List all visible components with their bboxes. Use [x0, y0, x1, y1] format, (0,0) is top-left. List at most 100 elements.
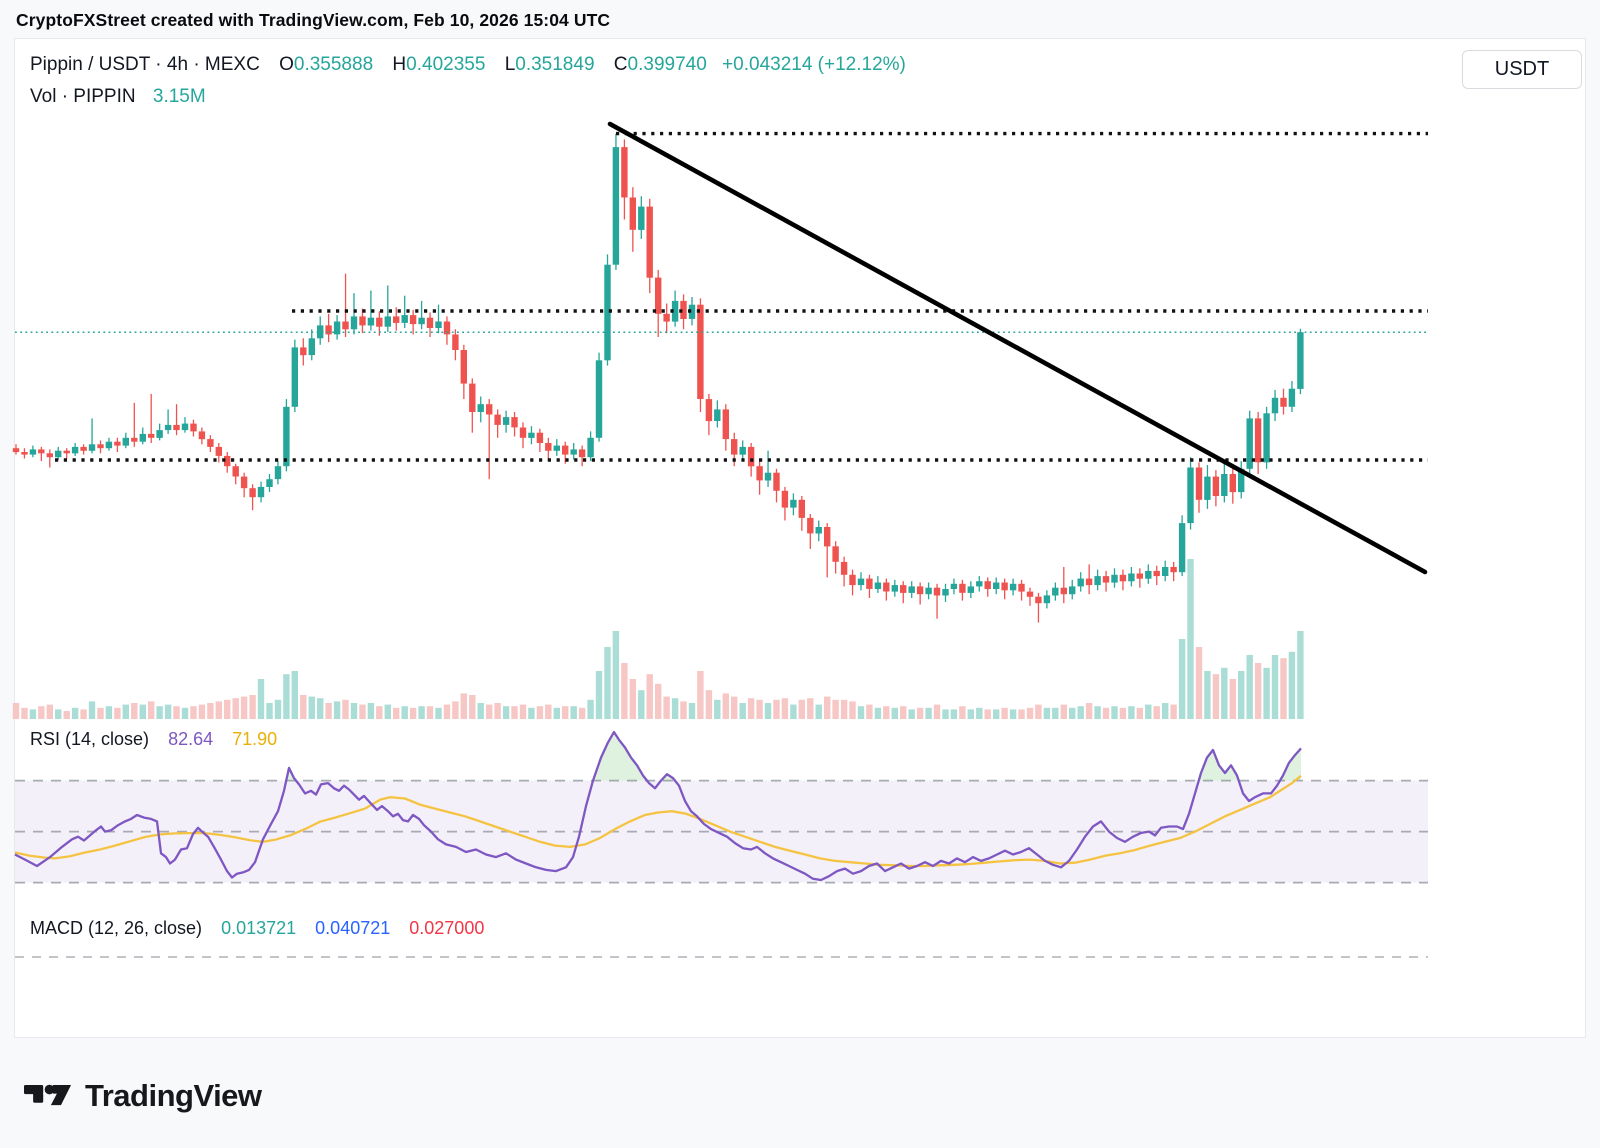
candle [1094, 576, 1101, 586]
volume-bar [190, 706, 197, 719]
candle [350, 316, 358, 330]
volume-bar [240, 696, 248, 719]
volume-bar [790, 704, 797, 719]
volume-bar [840, 699, 848, 719]
candle [874, 582, 882, 589]
price-levels [15, 131, 1428, 462]
candle [933, 587, 941, 596]
candle [1026, 591, 1034, 597]
volume-bar [494, 703, 501, 719]
volume-bar [595, 671, 603, 719]
volume-label: Vol · PIPPIN [30, 86, 136, 107]
volume-bar [486, 704, 493, 719]
low-label: L [504, 54, 516, 75]
candle [1069, 586, 1076, 595]
candle [638, 206, 645, 230]
candle [359, 316, 366, 326]
candle [105, 441, 113, 449]
volume-bar [71, 707, 79, 719]
volume-bar [1246, 655, 1253, 719]
currency-unit-button[interactable]: USDT [1462, 50, 1582, 89]
candle [756, 466, 763, 481]
candle [12, 448, 20, 453]
volume-bar [984, 709, 991, 719]
volume-bar [519, 704, 527, 719]
candle [655, 277, 662, 314]
candle [46, 453, 53, 458]
volume-bar [1102, 707, 1110, 719]
macd-signal-value: 0.027000 [409, 918, 485, 938]
volume-bar [325, 703, 332, 719]
open-value: 0.355888 [293, 54, 374, 75]
volume-bar [874, 707, 882, 719]
volume-bar [173, 706, 180, 719]
volume-bar [1204, 671, 1211, 719]
volume-bar [409, 707, 417, 719]
volume-bar [249, 695, 256, 719]
volume-bar [883, 706, 890, 719]
volume-bar [257, 679, 265, 719]
candle [562, 445, 569, 455]
candle [469, 383, 476, 412]
volume-bar [317, 698, 324, 719]
candle [1288, 388, 1296, 407]
candle [274, 466, 282, 480]
volume-bar [621, 663, 628, 719]
candle [1246, 418, 1253, 469]
symbol-title: Pippin / USDT · 4h · MEXC [30, 54, 260, 75]
candle [536, 432, 544, 443]
candle [215, 446, 222, 456]
volume-bar [105, 706, 113, 719]
volume-bar [528, 707, 535, 719]
candle [722, 409, 729, 440]
volume-bar [824, 696, 831, 719]
candle [1170, 567, 1177, 573]
volume-bar [1069, 707, 1076, 719]
candle [891, 585, 898, 592]
candle [1263, 413, 1270, 463]
candle [773, 472, 780, 491]
volume-bar [1153, 706, 1160, 719]
trendline[interactable] [607, 121, 1428, 575]
volume-bar [587, 699, 594, 719]
volume-bar [916, 707, 924, 719]
candle [781, 490, 789, 508]
volume-bar [1162, 703, 1169, 719]
candle [1271, 397, 1279, 414]
candle [308, 338, 315, 356]
volume-bar [612, 631, 620, 719]
volume-bar [604, 647, 611, 719]
candle [747, 446, 755, 467]
candle [486, 404, 493, 415]
candle [38, 449, 45, 454]
volume-bar [80, 709, 87, 719]
volume-bar [705, 690, 713, 719]
volume-bar [545, 704, 552, 719]
volume-bar [350, 703, 358, 719]
candle [71, 446, 79, 454]
volume-bar [1001, 707, 1008, 719]
candle [342, 321, 349, 330]
volume-bar [502, 706, 510, 719]
volume-bar [1060, 704, 1067, 719]
volume-bar [714, 699, 721, 719]
volume-bar [663, 696, 670, 719]
candle [257, 486, 265, 498]
tradingview-logo[interactable]: TradingView [24, 1078, 262, 1114]
candle [587, 437, 594, 458]
volume-bar [900, 706, 907, 719]
volume-bar [1280, 658, 1287, 719]
candle [976, 581, 983, 587]
candle [1102, 576, 1110, 583]
low-value: 0.351849 [515, 54, 595, 75]
candle [393, 316, 400, 323]
volume-bar [164, 704, 172, 719]
volume-bar [198, 704, 206, 719]
volume-bar [88, 701, 96, 719]
candle [967, 586, 974, 593]
candle [1297, 332, 1304, 389]
candle [942, 589, 949, 596]
attribution-text: CryptoFXStreet created with TradingView.… [16, 10, 611, 30]
volume-bar [1271, 655, 1279, 719]
